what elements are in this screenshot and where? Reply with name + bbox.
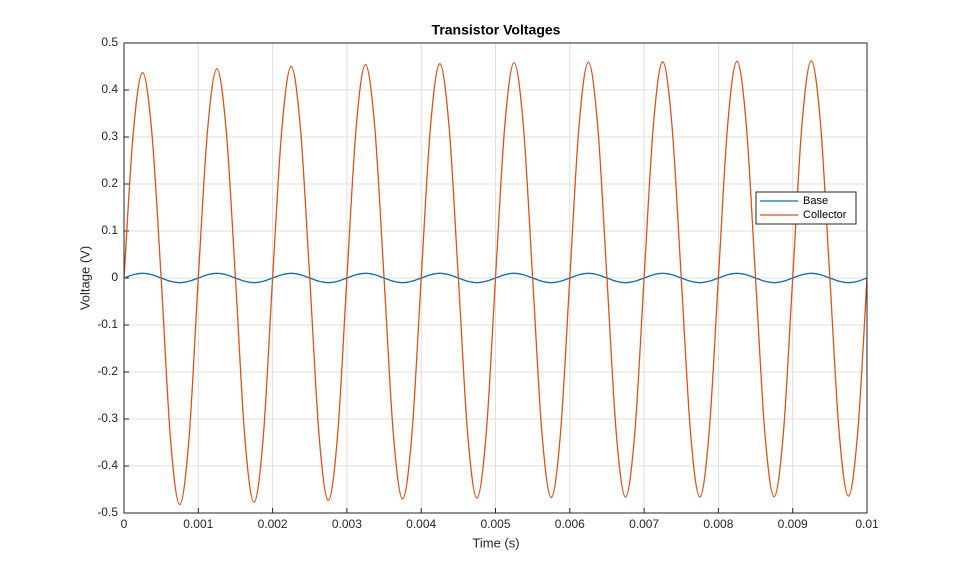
x-tick-label: 0.007 — [629, 517, 659, 531]
y-tick-label: 0.2 — [101, 176, 118, 190]
y-tick-label: 0.1 — [101, 223, 118, 237]
y-tick-label: -0.1 — [97, 317, 118, 331]
y-tick-label: -0.2 — [97, 364, 118, 378]
legend-label: Collector — [803, 209, 847, 221]
x-tick-label: 0.006 — [555, 517, 585, 531]
y-tick-label: -0.4 — [97, 458, 118, 472]
x-tick-label: 0.004 — [406, 517, 436, 531]
x-tick-label: 0.001 — [183, 517, 213, 531]
y-tick-label: 0.3 — [101, 129, 118, 143]
plot-frame — [123, 42, 868, 514]
x-tick-label: 0.008 — [703, 517, 733, 531]
y-tick-label: -0.5 — [97, 505, 118, 519]
x-tick-label: 0 — [121, 517, 128, 531]
y-tick-label: 0.5 — [101, 35, 118, 49]
x-tick-label: 0.01 — [855, 517, 879, 531]
legend-label: Base — [803, 195, 828, 207]
series-line — [124, 60, 867, 506]
y-tick-label: 0 — [111, 270, 118, 284]
x-tick-label: 0.009 — [778, 517, 808, 531]
x-tick-label: 0.005 — [480, 517, 510, 531]
chart-title: Transistor Voltages — [432, 22, 561, 38]
x-axis-label: Time (s) — [472, 535, 519, 550]
y-axis-label: Voltage (V) — [77, 246, 92, 310]
x-tick-label: 0.003 — [332, 517, 362, 531]
y-tick-label: -0.3 — [97, 411, 118, 425]
legend-box — [755, 191, 857, 225]
x-tick-label: 0.002 — [258, 517, 288, 531]
y-tick-label: 0.4 — [101, 82, 118, 96]
